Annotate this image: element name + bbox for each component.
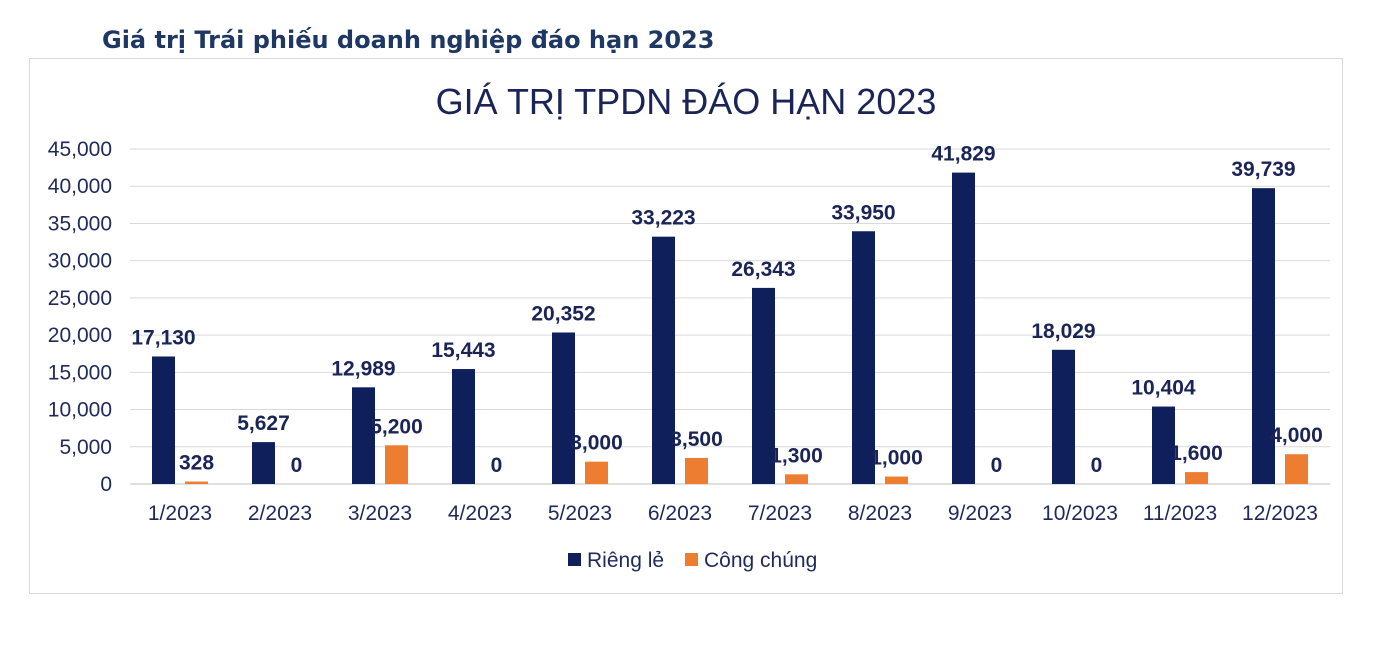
legend-label: Riêng lẻ bbox=[587, 549, 664, 572]
data-label: 0 bbox=[991, 454, 1003, 477]
x-category-label: 10/2023 bbox=[1042, 502, 1118, 525]
y-tick-label: 35,000 bbox=[48, 212, 112, 235]
data-label: 1,600 bbox=[1170, 442, 1223, 465]
data-label: 33,223 bbox=[631, 207, 695, 230]
data-label: 17,130 bbox=[131, 326, 195, 349]
bar-rieng-le bbox=[1052, 349, 1075, 484]
bars bbox=[152, 172, 1308, 485]
bar-cong-chung bbox=[685, 457, 708, 484]
y-tick-label: 45,000 bbox=[48, 138, 112, 161]
chart-frame bbox=[29, 58, 1343, 594]
bar-rieng-le bbox=[752, 287, 775, 484]
bar-rieng-le bbox=[1152, 406, 1175, 484]
data-label: 12,989 bbox=[331, 357, 395, 380]
y-axis-ticks: 0 5,000 10,000 15,000 20,000 25,000 30,000 35,0… bbox=[48, 138, 112, 496]
x-category-label: 5/2023 bbox=[548, 502, 612, 525]
bar-rieng-le bbox=[452, 369, 475, 484]
y-tick-label: 5,000 bbox=[59, 436, 112, 459]
data-label: 20,352 bbox=[531, 302, 595, 325]
x-category-label: 9/2023 bbox=[948, 502, 1012, 525]
bar-rieng-le bbox=[552, 332, 575, 484]
x-category-label: 4/2023 bbox=[448, 502, 512, 525]
x-category-label: 1/2023 bbox=[148, 502, 212, 525]
data-label: 18,029 bbox=[1031, 320, 1095, 343]
bar-rieng-le bbox=[652, 236, 675, 484]
data-label: 5,627 bbox=[237, 412, 290, 435]
y-tick-label: 25,000 bbox=[48, 287, 112, 310]
bar-cong-chung bbox=[1185, 472, 1208, 484]
x-category-label: 6/2023 bbox=[648, 502, 712, 525]
data-label: 3,500 bbox=[670, 428, 723, 451]
y-tick-label: 20,000 bbox=[48, 324, 112, 347]
bar-rieng-le bbox=[352, 387, 375, 484]
data-labels: 17,1303285,627012,9895,20015,443020,3523… bbox=[131, 143, 1322, 477]
legend: Riêng lẻ Công chúng bbox=[568, 549, 817, 572]
chart-title: GIÁ TRỊ TPDN ĐÁO HẠN 2023 bbox=[436, 81, 937, 122]
data-label: 1,000 bbox=[870, 447, 923, 470]
data-label: 26,343 bbox=[731, 258, 795, 281]
page-heading: Giá trị Trái phiếu doanh nghiệp đáo hạn … bbox=[102, 26, 715, 54]
bar-rieng-le bbox=[152, 356, 175, 484]
y-tick-label: 15,000 bbox=[48, 361, 112, 384]
x-category-label: 11/2023 bbox=[1143, 502, 1217, 525]
x-category-label: 8/2023 bbox=[848, 502, 912, 525]
data-label: 33,950 bbox=[831, 201, 895, 224]
data-label: 3,000 bbox=[570, 432, 623, 455]
bar-cong-chung bbox=[1285, 454, 1308, 484]
data-label: 1,300 bbox=[770, 444, 823, 467]
data-label: 0 bbox=[1091, 454, 1103, 477]
bar-rieng-le bbox=[852, 231, 875, 484]
x-axis-categories: 1/2023 2/2023 3/2023 4/2023 5/2023 6/2023 7/20… bbox=[148, 502, 1318, 525]
data-label: 0 bbox=[491, 454, 503, 477]
bar-rieng-le bbox=[1252, 188, 1275, 484]
y-tick-label: 10,000 bbox=[48, 399, 112, 422]
x-category-label: 3/2023 bbox=[348, 502, 412, 525]
x-category-label: 7/2023 bbox=[748, 502, 812, 525]
gridlines bbox=[130, 148, 1330, 485]
legend-swatch bbox=[685, 553, 698, 566]
bar-cong-chung bbox=[885, 476, 908, 484]
data-label: 39,739 bbox=[1231, 158, 1295, 181]
data-label: 328 bbox=[179, 452, 214, 475]
data-label: 41,829 bbox=[931, 143, 995, 166]
legend-label: Công chúng bbox=[704, 549, 817, 572]
y-tick-label: 30,000 bbox=[48, 250, 112, 273]
y-tick-label: 0 bbox=[100, 473, 112, 496]
y-tick-label: 40,000 bbox=[48, 175, 112, 198]
bar-cong-chung bbox=[785, 474, 808, 484]
bar-cong-chung bbox=[585, 461, 608, 484]
data-label: 15,443 bbox=[431, 339, 495, 362]
data-label: 0 bbox=[291, 454, 303, 477]
bar-cong-chung bbox=[385, 445, 408, 484]
bar-rieng-le bbox=[952, 172, 975, 485]
x-category-label: 2/2023 bbox=[248, 502, 312, 525]
x-category-label: 12/2023 bbox=[1242, 502, 1318, 525]
legend-swatch bbox=[568, 553, 581, 566]
data-label: 4,000 bbox=[1270, 424, 1323, 447]
bar-cong-chung bbox=[185, 481, 208, 484]
bar-rieng-le bbox=[252, 442, 275, 484]
data-label: 10,404 bbox=[1131, 377, 1196, 400]
data-label: 5,200 bbox=[370, 415, 423, 438]
